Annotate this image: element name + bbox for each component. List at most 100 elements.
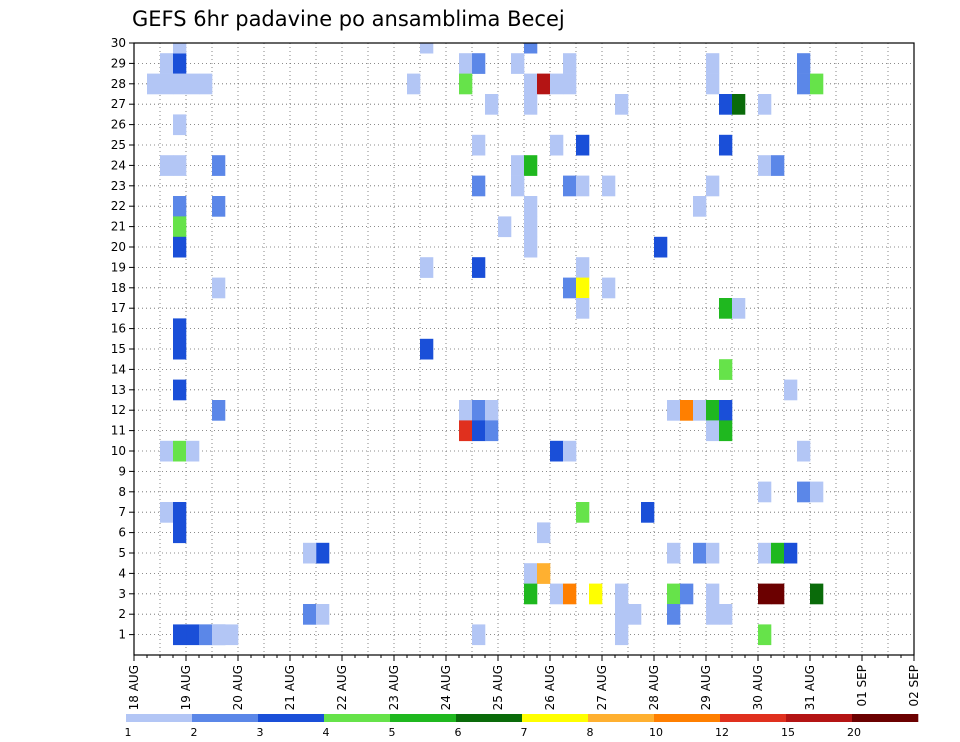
x-tick-label: 29 AUG [699,665,713,710]
data-cell [576,502,590,523]
data-cells [147,43,824,646]
data-cell [797,73,811,95]
data-cell [758,481,772,503]
data-cell [459,400,473,421]
chart-title: GEFS 6hr padavine po ansamblima Becej [132,7,565,31]
y-tick-label: 29 [111,56,126,70]
y-tick-label: 16 [111,322,126,336]
data-cell [524,216,538,238]
data-cell [680,400,694,421]
colorbar-label: 3 [257,726,264,739]
data-cell [810,481,824,503]
data-cell [173,53,187,74]
data-cell [771,155,785,176]
data-cell [173,73,187,95]
y-tick-label: 5 [118,546,126,560]
data-cell [589,583,603,605]
x-tick-label: 25 AUG [491,665,505,710]
x-tick-label: 31 AUG [803,665,817,710]
data-cell [719,298,733,319]
colorbar-label: 12 [715,726,729,739]
data-cell [758,583,772,605]
data-cell [563,53,577,74]
colorbar-swatch [786,714,853,722]
data-cell [498,216,512,238]
data-cell [563,277,577,299]
x-tick-label: 19 AUG [179,665,193,710]
data-cell [160,440,174,462]
data-cell [706,583,720,605]
data-cell [420,257,434,278]
x-tick-label: 24 AUG [439,665,453,710]
data-cell [797,440,811,462]
y-tick-label: 19 [111,260,126,274]
x-tick-label: 02 SEP [907,665,921,707]
data-cell [784,542,798,564]
data-cell [537,73,551,95]
data-cell [485,420,499,442]
data-cell [186,624,200,646]
x-tick-label: 18 AUG [127,665,141,710]
y-tick-label: 18 [111,281,126,295]
data-cell [173,379,187,401]
data-cell [472,134,486,156]
x-tick-label: 22 AUG [335,665,349,710]
data-cell [602,175,616,197]
colorbar-swatch [192,714,259,722]
data-cell [316,604,330,625]
x-axis: 18 AUG 19 AUG 20 AUG 21 AUG 22 AUG 23 AUG 24 A… [127,655,921,710]
data-cell [550,134,564,156]
y-tick-label: 13 [111,383,126,397]
data-cell [693,400,707,421]
data-cell [537,522,551,544]
colorbar-swatch [588,714,655,722]
x-tick-label: 27 AUG [595,665,609,710]
data-cell [524,155,538,176]
data-cell [173,216,187,238]
data-cell [732,298,746,319]
data-cell [173,522,187,544]
data-cell [524,196,538,217]
data-cell [459,53,473,74]
colorbar-label: 2 [191,726,198,739]
colorbar-swatch [720,714,787,722]
y-tick-label: 9 [118,464,126,478]
data-cell [563,583,577,605]
data-cell [212,277,226,299]
data-cell [407,73,421,95]
colorbar-swatch [258,714,325,722]
data-cell [524,236,538,258]
colorbar-label: 1 [125,726,132,739]
x-tick-label: 30 AUG [751,665,765,710]
data-cell [524,583,538,605]
data-cell [420,338,434,360]
y-tick-label: 22 [111,199,126,213]
data-cell [641,502,655,523]
data-cell [706,542,720,564]
data-cell [693,196,707,217]
colorbar-label: 8 [587,726,594,739]
data-cell [472,400,486,421]
colorbar-label: 5 [389,726,396,739]
data-cell [719,420,733,442]
colorbar-label: 4 [323,726,330,739]
data-cell [654,236,668,258]
y-tick-label: 30 [111,36,126,50]
data-cell [615,624,629,646]
y-tick-label: 14 [111,362,126,376]
data-cell [706,400,720,421]
data-cell [615,94,629,115]
data-cell [199,73,213,95]
data-cell [212,155,226,176]
data-cell [576,175,590,197]
data-cell [173,43,187,54]
data-cell [576,257,590,278]
data-cell [550,440,564,462]
data-cell [576,277,590,299]
data-cell [173,236,187,258]
data-cell [667,604,681,625]
colorbar-swatch [390,714,457,722]
data-cell [459,73,473,95]
colorbar-swatch [324,714,391,722]
